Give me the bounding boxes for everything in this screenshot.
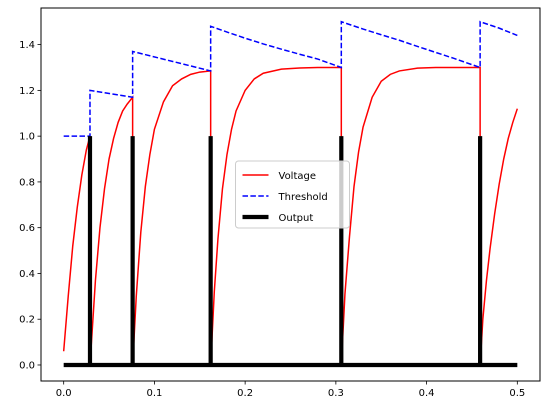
series-line-threshold bbox=[63, 20, 518, 137]
x-axis: 0.0 0.1 0.2 0.3 0.4 0.5 bbox=[56, 381, 525, 399]
y-tick-label: 1.0 bbox=[19, 132, 35, 143]
legend-box bbox=[235, 160, 350, 229]
x-tick-label: 0.2 bbox=[237, 388, 253, 399]
plot-area bbox=[62, 20, 519, 368]
x-tick-label: 0.0 bbox=[56, 388, 72, 399]
y-tick-label: 0.6 bbox=[19, 223, 35, 234]
legend-label-threshold: Threshold bbox=[278, 192, 328, 203]
x-tick-label: 0.1 bbox=[146, 388, 162, 399]
x-tick-label: 0.3 bbox=[328, 388, 344, 399]
y-tick-label: 1.4 bbox=[19, 40, 35, 51]
y-tick-label: 1.2 bbox=[19, 86, 35, 97]
y-tick-label: 0.0 bbox=[19, 360, 35, 371]
legend-label-output: Output bbox=[279, 213, 314, 224]
series-line-voltage bbox=[62, 66, 519, 366]
y-tick-label: 0.8 bbox=[19, 177, 35, 188]
y-axis: 0.0 0.2 0.4 0.6 0.8 1.0 1.2 1.4 bbox=[19, 40, 41, 371]
y-tick-label: 0.2 bbox=[19, 315, 35, 326]
legend-label-voltage: Voltage bbox=[279, 171, 317, 182]
y-tick-label: 0.4 bbox=[19, 269, 35, 280]
x-tick-label: 0.5 bbox=[509, 388, 525, 399]
legend: Voltage Threshold Output bbox=[235, 160, 350, 229]
x-tick-label: 0.4 bbox=[419, 388, 435, 399]
axes-frame bbox=[40, 7, 541, 382]
series-line-output bbox=[63, 136, 518, 368]
